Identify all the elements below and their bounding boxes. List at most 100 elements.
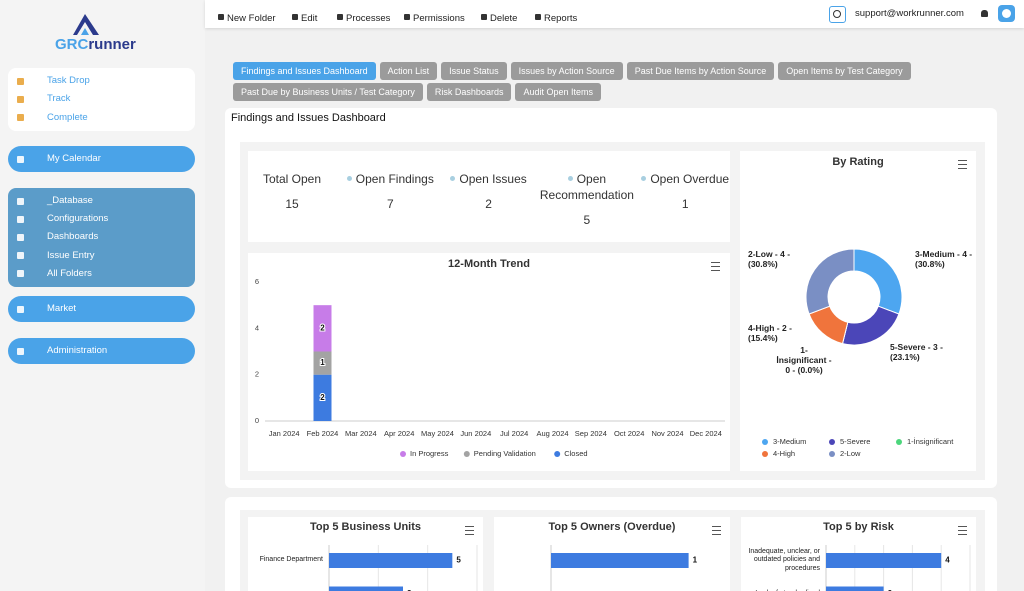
chart-menu[interactable] — [712, 526, 721, 535]
legend-marker — [554, 451, 561, 457]
toolbar-icon — [337, 14, 343, 20]
sidebar-item[interactable]: Configurations — [8, 210, 195, 228]
data-label: 1 — [320, 358, 325, 367]
toolbar-button[interactable]: Permissions — [404, 8, 465, 24]
sidebar-item[interactable]: _Database — [8, 192, 195, 210]
legend-label[interactable]: 5-Severe — [840, 437, 870, 446]
tab[interactable]: Open Items by Test Category — [778, 62, 911, 80]
sidebar-icon — [17, 77, 24, 85]
sidebar-item[interactable]: Complete — [8, 109, 195, 127]
x-tick-label: Oct 2024 — [614, 429, 644, 438]
x-tick-label: Mar 2024 — [345, 429, 377, 438]
chart-menu[interactable] — [958, 160, 967, 169]
stat: Open Recommendation 5 — [538, 171, 636, 227]
business-units-card: Top 5 Business Units 5 3 Finance Department — [248, 517, 483, 591]
sidebar-icon — [17, 114, 24, 122]
sidebar-label: All Folders — [47, 267, 92, 279]
toolbar-button[interactable]: Edit — [292, 8, 317, 24]
chart-title: 12-Month Trend — [448, 258, 530, 270]
user-email[interactable]: support@workrunner.com — [855, 8, 964, 19]
legend-marker — [463, 451, 470, 457]
data-label: 2 — [320, 323, 325, 332]
bar — [826, 586, 884, 591]
toolbar-icon — [481, 14, 487, 20]
chart-menu[interactable] — [958, 526, 967, 535]
tab[interactable]: Audit Open Items — [515, 83, 601, 101]
chart-svg: 12-Month Trend 0 2 4 6 Jan 2024 Feb 2024 2 1 2 Mar… — [255, 258, 725, 458]
sidebar-label: Task Drop — [47, 75, 90, 86]
tab[interactable]: Issue Status — [441, 62, 507, 80]
search-icon — [833, 10, 841, 18]
bar — [329, 553, 453, 568]
sidebar-group: Task Drop Track Complete — [8, 68, 195, 131]
tab[interactable]: Past Due by Business Units / Test Catego… — [233, 83, 423, 101]
sidebar-item[interactable]: Market — [8, 296, 195, 322]
sidebar-item[interactable]: My Calendar — [8, 146, 195, 172]
chart-svg: Top 5 by Risk 4 2 — [823, 521, 971, 591]
x-tick-label: Jan 2024 — [269, 429, 300, 438]
sidebar-label: Issue Entry — [47, 249, 95, 261]
x-tick-label: Jun 2024 — [460, 429, 491, 438]
sidebar-icon — [17, 252, 24, 260]
chart-menu[interactable] — [465, 526, 474, 535]
bar-segment — [313, 305, 332, 352]
legend-marker — [896, 439, 902, 445]
sidebar-item[interactable]: Administration — [8, 338, 195, 364]
x-tick-label: Apr 2024 — [384, 429, 414, 438]
sidebar-group: Administration — [8, 338, 195, 364]
tab-bar: Findings and Issues Dashboard Action List… — [233, 62, 913, 101]
legend-label[interactable]: 1-İnsignificant — [907, 437, 954, 446]
owners-card: Top 5 Owners (Overdue) 1 — [494, 517, 730, 591]
sidebar-item[interactable]: All Folders — [8, 265, 195, 283]
y-tick-label: 6 — [255, 277, 259, 286]
stat-label-text: Open Overdue — [650, 172, 730, 186]
data-label: 4 — [945, 556, 950, 565]
legend-label[interactable]: Pending Validation — [474, 449, 536, 458]
sidebar-label: Complete — [47, 111, 88, 123]
legend-marker — [829, 439, 835, 445]
data-label: 1 — [693, 556, 698, 565]
legend-label[interactable]: 2-Low — [840, 449, 861, 458]
search-button[interactable] — [829, 6, 846, 23]
sidebar-item[interactable]: Issue Entry — [8, 247, 195, 265]
bell-icon[interactable] — [981, 10, 988, 17]
help-button[interactable] — [998, 5, 1015, 22]
bar — [826, 553, 942, 568]
tab[interactable]: Issues by Action Source — [510, 62, 623, 80]
logo-grc: GRC — [55, 36, 89, 53]
tab[interactable]: Action List — [379, 62, 438, 80]
chart-menu[interactable] — [711, 262, 720, 271]
tab[interactable]: Risk Dashboards — [426, 83, 512, 101]
sidebar-icon — [17, 233, 24, 241]
toolbar-button[interactable]: Processes — [337, 8, 390, 24]
toolbar-button[interactable]: New Folder — [218, 8, 276, 24]
logo-peak — [73, 14, 99, 35]
stat-label-text: Total Open — [262, 172, 322, 186]
toolbar-button[interactable]: Reports — [535, 8, 577, 24]
y-tick-label: Finance Department — [259, 556, 323, 564]
chart-title: By Rating — [832, 156, 883, 168]
logo-mark — [73, 14, 99, 35]
stat-label: Open Issues — [440, 171, 538, 187]
y-tick-label: 0 — [255, 416, 259, 425]
legend-label[interactable]: In Progress — [410, 449, 449, 458]
x-tick-label: Nov 2024 — [651, 429, 683, 438]
sidebar-item[interactable]: Track — [8, 90, 195, 108]
help-icon — [1002, 9, 1011, 18]
legend-label[interactable]: Closed — [564, 449, 587, 458]
chart-svg: By Rating 3-Medium 5-Severe 1-İnsignificant… — [762, 156, 954, 458]
slice-label: 4-High - 2 - (15.4%) — [748, 323, 792, 343]
logo: GRCrunner — [55, 13, 145, 53]
legend-label[interactable]: 3-Medium — [773, 437, 806, 446]
toolbar-button[interactable]: Delete — [481, 8, 517, 24]
tab[interactable]: Findings and Issues Dashboard — [233, 62, 376, 80]
stat: Open Findings 7 — [341, 171, 439, 211]
section-title: Findings and Issues Dashboard — [231, 112, 386, 124]
sidebar-item[interactable]: Task Drop — [8, 72, 195, 90]
sidebar-item[interactable]: Dashboards — [8, 228, 195, 246]
sidebar-label: Configurations — [47, 213, 109, 225]
legend-label[interactable]: 4-High — [773, 449, 795, 458]
sidebar-group: _Database Configurations Dashboards Issue E… — [8, 188, 195, 287]
tab[interactable]: Past Due Items by Action Source — [626, 62, 775, 80]
rating-card: By Rating 3-Medium 5-Severe 1-İnsignificant… — [740, 151, 976, 471]
